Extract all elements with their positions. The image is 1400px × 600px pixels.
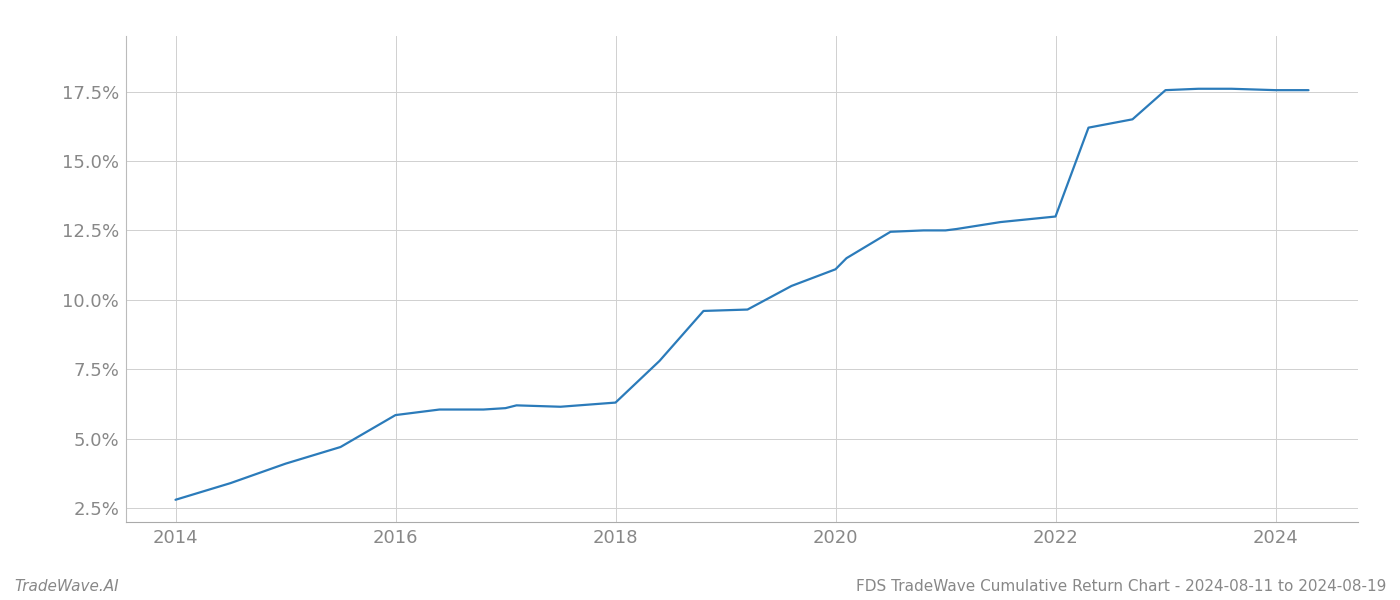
- Text: FDS TradeWave Cumulative Return Chart - 2024-08-11 to 2024-08-19: FDS TradeWave Cumulative Return Chart - …: [855, 579, 1386, 594]
- Text: TradeWave.AI: TradeWave.AI: [14, 579, 119, 594]
